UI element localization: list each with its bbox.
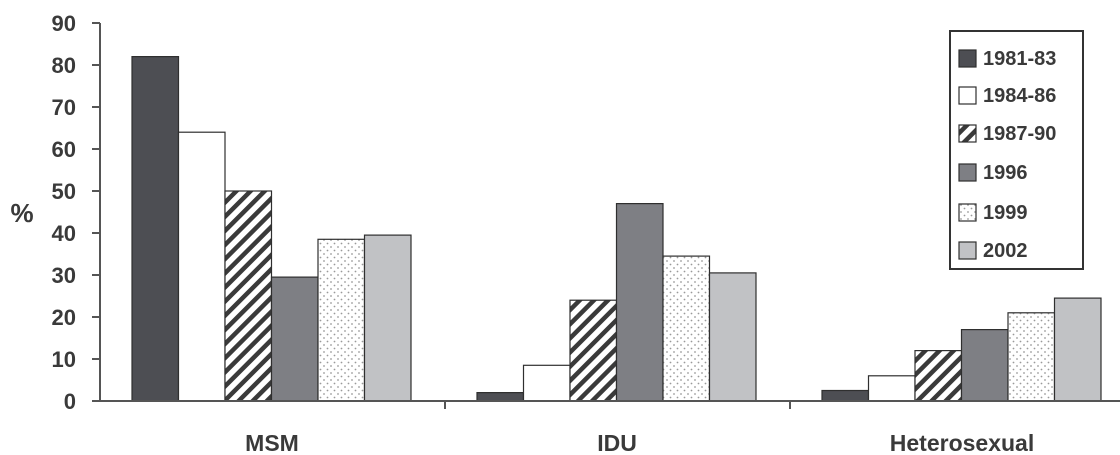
bar-idu-1984-86 xyxy=(522,364,571,402)
y-tick-label: 70 xyxy=(52,95,76,120)
y-tick-label: 50 xyxy=(52,179,76,204)
bar-msm-1999 xyxy=(317,238,366,402)
legend-label-1999: 1999 xyxy=(983,202,1028,224)
bar-msm-1981-83 xyxy=(131,55,180,402)
y-tick-label: 90 xyxy=(52,11,76,36)
bar-idu-1999 xyxy=(662,255,711,402)
y-tick-label: 40 xyxy=(52,221,76,246)
bar-msm-2002 xyxy=(363,234,412,402)
category-label-msm: MSM xyxy=(245,430,299,455)
legend-swatch-1996 xyxy=(958,163,977,182)
legend-label-1996: 1996 xyxy=(983,162,1028,184)
y-tick-label: 60 xyxy=(52,137,76,162)
bar-msm-1987-90 xyxy=(224,190,273,402)
legend-box xyxy=(949,30,1084,270)
bar-msm-1984-86 xyxy=(177,131,226,402)
axes-layer: 0 10 20 30 40 50 60 70 80 90 MSM IDU Heterosexual xyxy=(52,11,1120,455)
bar-idu-1987-90 xyxy=(569,299,618,402)
legend-swatch-1984-86 xyxy=(958,86,977,105)
legend-label-1987-90: 1987-90 xyxy=(983,123,1056,145)
category-label-idu: IDU xyxy=(597,430,637,455)
bar-heterosexual-1987-90 xyxy=(914,350,963,402)
y-tick-label: 20 xyxy=(52,305,76,330)
bar-heterosexual-2002 xyxy=(1053,297,1102,402)
y-tick-label: 30 xyxy=(52,263,76,288)
bar-heterosexual-1981-83 xyxy=(821,389,870,402)
bar-msm-1996 xyxy=(270,276,319,402)
y-axis-label: % xyxy=(10,198,33,228)
legend-swatch-1987-90 xyxy=(958,124,977,143)
bar-idu-1981-83 xyxy=(476,392,525,402)
legend-swatch-2002 xyxy=(958,241,977,260)
bar-heterosexual-1996 xyxy=(960,329,1009,402)
bar-idu-2002 xyxy=(708,272,757,402)
legend-label-1984-86: 1984-86 xyxy=(983,85,1056,107)
bar-heterosexual-1999 xyxy=(1007,312,1056,402)
y-tick-label: 10 xyxy=(52,347,76,372)
legend-label-1981-83: 1981-83 xyxy=(983,48,1056,70)
legend: 1981-83 1984-86 1987-90 1996 1999 2002 xyxy=(949,30,1084,270)
category-label-heterosexual: Heterosexual xyxy=(890,430,1034,455)
legend-swatch-1981-83 xyxy=(958,49,977,68)
bar-heterosexual-1984-86 xyxy=(867,375,916,402)
y-tick-label: 80 xyxy=(52,53,76,78)
legend-label-2002: 2002 xyxy=(983,240,1028,262)
y-tick-label: 0 xyxy=(64,389,76,414)
bars-layer xyxy=(131,55,1102,402)
bar-idu-1996 xyxy=(615,203,664,402)
legend-swatch-1999 xyxy=(958,203,977,222)
